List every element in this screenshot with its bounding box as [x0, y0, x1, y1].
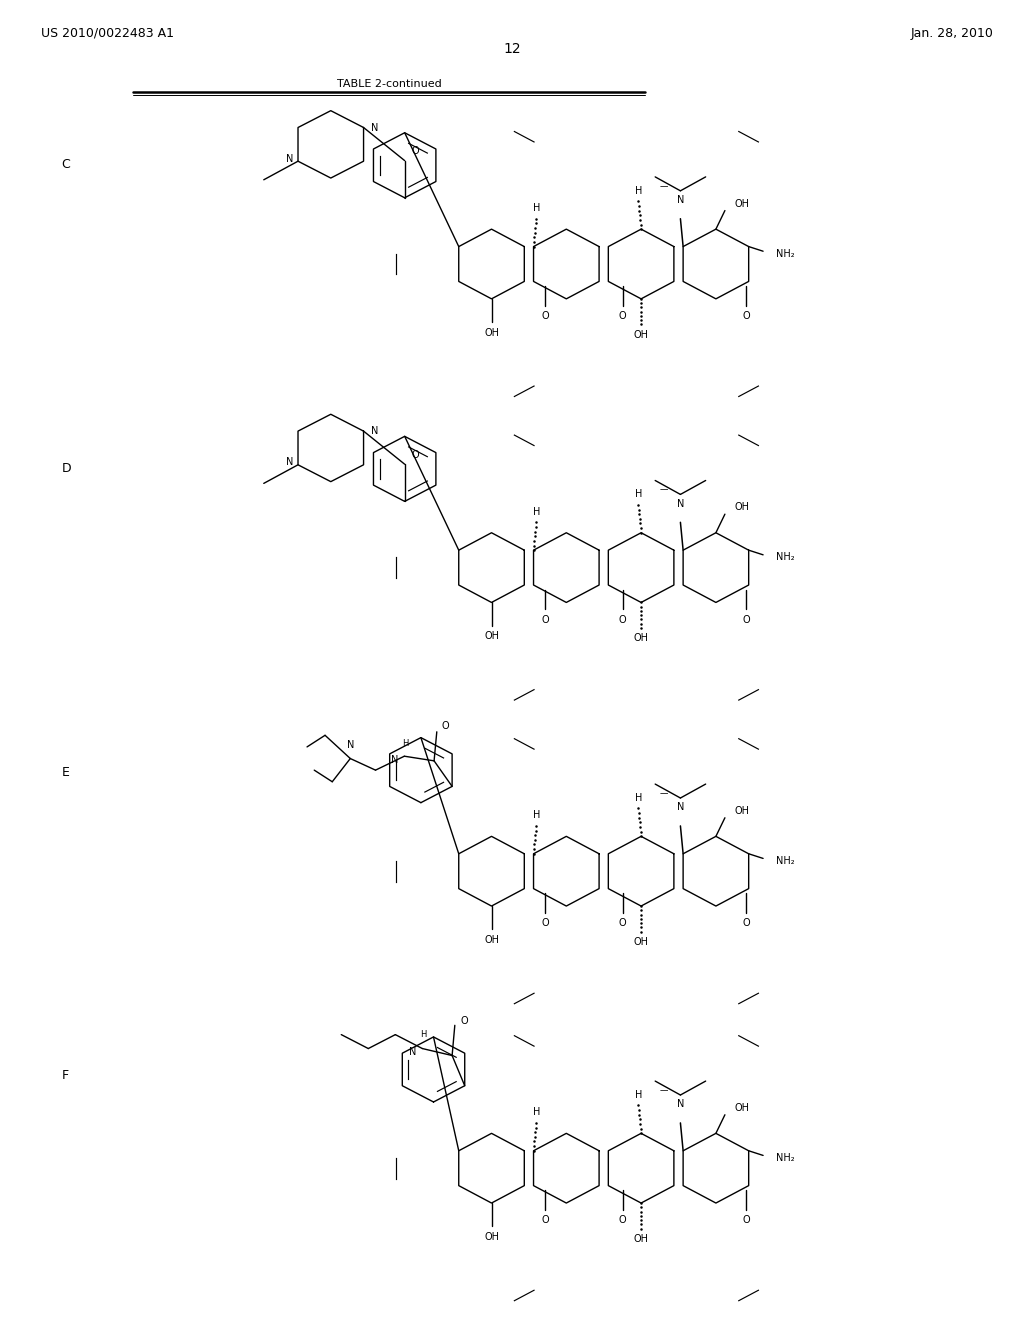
Text: N: N	[346, 739, 354, 750]
Text: NH₂: NH₂	[776, 1152, 795, 1163]
Text: H: H	[532, 1107, 540, 1118]
Text: C: C	[61, 158, 71, 172]
Text: O: O	[460, 1015, 468, 1026]
Text: O: O	[542, 615, 549, 624]
Text: O: O	[742, 312, 750, 321]
Text: N: N	[286, 458, 294, 467]
Text: NH₂: NH₂	[776, 552, 795, 562]
Text: H: H	[532, 507, 540, 517]
Text: O: O	[542, 919, 549, 928]
Text: O: O	[542, 312, 549, 321]
Text: O: O	[412, 450, 419, 459]
Text: OH: OH	[634, 1234, 648, 1243]
Text: F: F	[61, 1069, 69, 1082]
Text: D: D	[61, 462, 71, 475]
Text: O: O	[618, 312, 627, 321]
Text: H: H	[420, 1030, 426, 1039]
Text: —: —	[660, 1086, 669, 1094]
Text: OH: OH	[735, 805, 750, 816]
Text: N: N	[391, 755, 398, 764]
Text: O: O	[742, 615, 750, 624]
Text: N: N	[409, 1047, 416, 1057]
Text: OH: OH	[634, 330, 648, 339]
Text: H: H	[635, 490, 642, 499]
Text: O: O	[618, 615, 627, 624]
Text: OH: OH	[484, 631, 499, 642]
Text: OH: OH	[484, 1232, 499, 1242]
Text: N: N	[677, 803, 684, 812]
Text: H: H	[402, 739, 409, 748]
Text: H: H	[635, 186, 642, 195]
Text: E: E	[61, 766, 70, 779]
Text: O: O	[742, 919, 750, 928]
Text: OH: OH	[634, 634, 648, 643]
Text: O: O	[542, 1216, 549, 1225]
Text: H: H	[532, 203, 540, 214]
Text: N: N	[677, 195, 684, 205]
Text: 12: 12	[503, 42, 521, 55]
Text: O: O	[618, 1216, 627, 1225]
Text: N: N	[677, 499, 684, 508]
Text: NH₂: NH₂	[776, 248, 795, 259]
Text: H: H	[532, 810, 540, 821]
Text: —: —	[660, 789, 669, 797]
Text: US 2010/0022483 A1: US 2010/0022483 A1	[41, 26, 174, 40]
Text: H: H	[635, 1090, 642, 1100]
Text: N: N	[286, 154, 294, 164]
Text: OH: OH	[735, 1102, 750, 1113]
Text: Jan. 28, 2010: Jan. 28, 2010	[910, 26, 993, 40]
Text: —: —	[660, 182, 669, 190]
Text: O: O	[742, 1216, 750, 1225]
Text: O: O	[412, 147, 419, 156]
Text: NH₂: NH₂	[776, 855, 795, 866]
Text: OH: OH	[634, 937, 648, 946]
Text: O: O	[618, 919, 627, 928]
Text: O: O	[442, 721, 450, 731]
Text: TABLE 2-continued: TABLE 2-continued	[337, 79, 441, 90]
Text: N: N	[371, 426, 378, 436]
Text: —: —	[660, 486, 669, 494]
Text: OH: OH	[735, 502, 750, 512]
Text: OH: OH	[484, 327, 499, 338]
Text: N: N	[677, 1100, 684, 1109]
Text: OH: OH	[735, 198, 750, 209]
Text: H: H	[635, 793, 642, 803]
Text: OH: OH	[484, 935, 499, 945]
Text: N: N	[371, 123, 378, 132]
